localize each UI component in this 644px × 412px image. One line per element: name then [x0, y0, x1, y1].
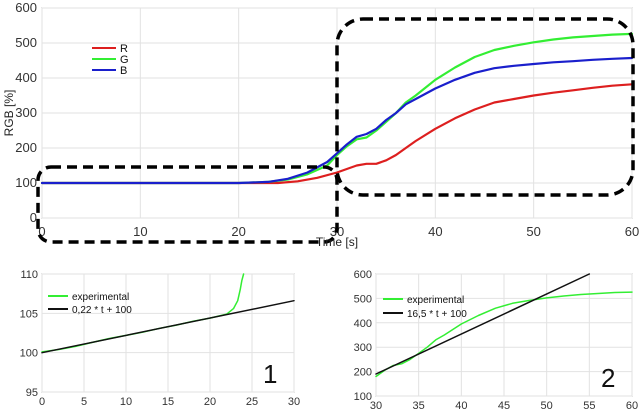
main-legend-label: R — [120, 43, 128, 55]
inset-2-y-tick-label: 200 — [354, 367, 372, 379]
inset-2-x-tick-label: 35 — [413, 400, 425, 412]
inset-2-lines — [375, 273, 633, 378]
inset-1-ticks: 0 5 10 15 20 25 30 95 100 105 110 — [20, 269, 300, 408]
inset-1-x-tick-label: 15 — [162, 396, 174, 408]
inset-2-legend: experimental 16,5 * t + 100 — [383, 295, 467, 320]
main-lines — [40, 32, 634, 185]
main-x-tick-label: 0 — [38, 224, 45, 239]
inset-2-x-tick-label: 30 — [370, 400, 382, 412]
inset-1-legend-label: 0,22 * t + 100 — [72, 305, 132, 316]
inset-chart-2: 30 35 40 45 50 55 60 100 200 300 400 500 600 experim… — [354, 269, 638, 412]
inset-2-series-line-2 — [375, 273, 591, 375]
main-legend-label: G — [120, 54, 129, 66]
main-series-line-3 — [40, 56, 634, 185]
inset-1-y-tick-label: 95 — [26, 387, 38, 399]
inset-2-y-tick-label: 500 — [354, 293, 372, 305]
inset-2-y-tick-label: 400 — [354, 318, 372, 330]
inset-2-series-line-1 — [375, 291, 633, 378]
main-legend-label: B — [120, 65, 127, 77]
main-x-tick-label: 40 — [428, 224, 442, 239]
inset-1-number: 1 — [263, 359, 277, 389]
main-y-tick-label: 300 — [15, 105, 37, 120]
main-y-axis-label: RGB [%] — [2, 90, 16, 137]
inset-2-grid — [375, 273, 633, 397]
main-y-tick-label: 100 — [15, 175, 37, 190]
inset-2-y-tick-label: 100 — [354, 391, 372, 403]
inset-1-y-tick-label: 105 — [20, 308, 38, 320]
dashed-box-right — [335, 17, 635, 197]
inset-2-number: 2 — [601, 363, 615, 393]
inset-1-x-tick-label: 0 — [39, 396, 45, 408]
inset-1-grid — [41, 273, 295, 393]
inset-2-x-tick-label: 40 — [455, 400, 467, 412]
inset-1-x-tick-label: 5 — [81, 396, 87, 408]
dashed-box-left — [36, 165, 339, 244]
main-x-axis-label: Time [s] — [316, 235, 358, 249]
inset-2-y-tick-label: 300 — [354, 342, 372, 354]
main-series-line-1 — [40, 83, 634, 185]
inset-1-x-tick-label: 20 — [204, 396, 216, 408]
inset-2-legend-label: 16,5 * t + 100 — [407, 309, 467, 320]
main-y-tick-label: 600 — [15, 0, 37, 15]
main-x-tick-label: 50 — [526, 224, 540, 239]
main-y-tick-label: 0 — [30, 210, 37, 225]
inset-1-y-tick-label: 100 — [20, 348, 38, 360]
inset-1-lines — [41, 273, 295, 354]
inset-1-series-line-2 — [41, 299, 295, 354]
main-x-tick-label: 20 — [231, 224, 245, 239]
main-x-tick-label: 60 — [625, 224, 639, 239]
inset-2-x-tick-label: 45 — [498, 400, 510, 412]
inset-2-y-tick-label: 600 — [354, 269, 372, 281]
inset-1-x-tick-label: 30 — [288, 396, 300, 408]
inset-2-x-tick-label: 50 — [541, 400, 553, 412]
main-y-tick-label: 500 — [15, 35, 37, 50]
main-y-tick-label: 400 — [15, 70, 37, 85]
inset-2-legend-label: experimental — [407, 295, 464, 306]
inset-2-ticks: 30 35 40 45 50 55 60 100 200 300 400 500 600 — [354, 269, 638, 412]
inset-2-x-tick-label: 60 — [626, 400, 638, 412]
inset-1-x-tick-label: 25 — [246, 396, 258, 408]
inset-2-x-tick-label: 55 — [583, 400, 595, 412]
inset-1-x-tick-label: 10 — [120, 396, 132, 408]
inset-1-legend: experimental 0,22 * t + 100 — [48, 292, 132, 316]
main-y-tick-label: 200 — [15, 140, 37, 155]
inset-chart-1: 0 5 10 15 20 25 30 95 100 105 110 experimental 0,22… — [20, 269, 300, 408]
inset-1-y-tick-label: 110 — [20, 269, 38, 281]
inset-1-legend-label: experimental — [72, 292, 129, 303]
main-x-tick-label: 10 — [133, 224, 147, 239]
main-legend: RGB — [92, 43, 129, 77]
